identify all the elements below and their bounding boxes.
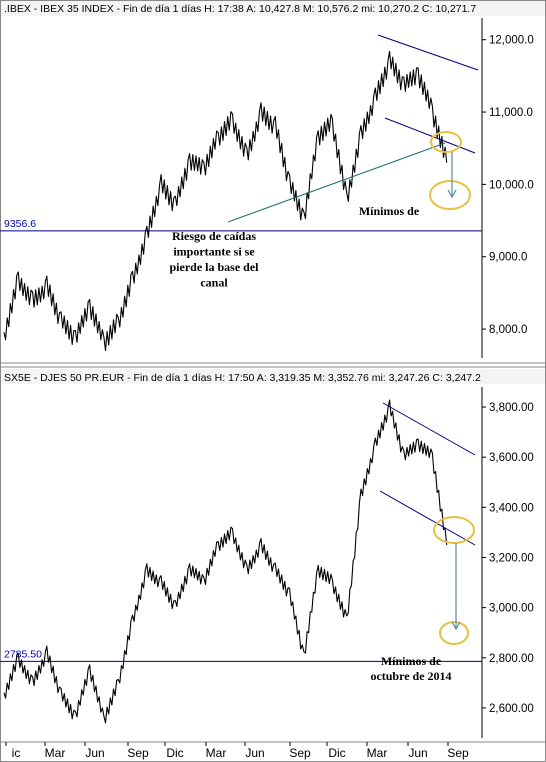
highlight-circle: [433, 516, 475, 544]
panel-header-text: SX5E - DJES 50 PR.EUR - Fin de día 1 día…: [4, 372, 481, 384]
channel-lower-line: [384, 117, 476, 154]
channel-upper-line: [382, 402, 476, 456]
annotation-text: Mínimos de: [359, 204, 420, 218]
x-tick-label: ic: [12, 746, 21, 760]
highlight-circle: [439, 621, 469, 645]
sx5e-panel: SX5E - DJES 50 PR.EUR - Fin de día 1 día…: [0, 369, 545, 738]
annotation-text: octubre de 2014: [370, 669, 451, 683]
y-tick-label: 2,800.00: [489, 653, 534, 665]
support-level-label: 9356.6: [4, 218, 36, 230]
channel-lower-line: [379, 490, 476, 546]
y-tick-label: 3,000.00: [489, 603, 534, 615]
y-tick-label: 3,400.00: [489, 502, 534, 514]
highlight-circle: [429, 180, 471, 210]
annotation-text: Mínimos de: [381, 654, 442, 668]
y-tick-label: 9,000.0: [489, 252, 527, 264]
panel-header-text: .IBEX - IBEX 35 INDEX - Fin de día 1 día…: [4, 3, 476, 15]
highlight-circle: [430, 131, 462, 153]
x-tick-label: Mar: [367, 746, 388, 760]
x-tick-label: Sep: [289, 746, 311, 760]
y-tick-label: 3,600.00: [489, 452, 534, 464]
projection-arrowhead: [451, 621, 461, 631]
y-tick-label: 3,800.00: [489, 402, 534, 414]
channel-upper-line: [377, 34, 479, 71]
x-tick-label: Jun: [408, 746, 427, 760]
price-series-line: [3, 50, 448, 352]
x-tick-label: Jun: [85, 746, 104, 760]
x-tick-label: Dic: [328, 746, 345, 760]
y-tick-label: 3,200.00: [489, 552, 534, 564]
channel-base-line: [227, 142, 446, 223]
panel-header-bar: [1, 369, 545, 384]
x-tick-label: Sep: [447, 746, 469, 760]
annotation-text: importante si se: [173, 245, 255, 259]
y-tick-label: 8,000.0: [489, 324, 527, 336]
annotation-text: pierde la base del: [170, 260, 260, 274]
y-tick-label: 10,000.0: [489, 179, 534, 191]
annotation-text: Riesgo de caídas: [172, 229, 256, 243]
y-tick-label: 11,000.0: [489, 107, 533, 119]
panel-header-bar: [1, 1, 545, 16]
ibex-panel: .IBEX - IBEX 35 INDEX - Fin de día 1 día…: [0, 1, 545, 358]
x-tick-label: Dic: [166, 746, 183, 760]
x-tick-label: Jun: [245, 746, 264, 760]
y-tick-label: 2,600.00: [489, 703, 534, 715]
annotation-text: canal: [200, 276, 228, 290]
support-level-label: 2785.50: [4, 648, 42, 660]
x-tick-label: Sep: [127, 746, 149, 760]
price-series-line: [3, 399, 448, 724]
projection-arrowhead: [447, 189, 457, 199]
x-tick-label: Mar: [206, 746, 227, 760]
x-tick-label: Mar: [45, 746, 66, 760]
y-tick-label: 12,000.0: [489, 35, 534, 47]
